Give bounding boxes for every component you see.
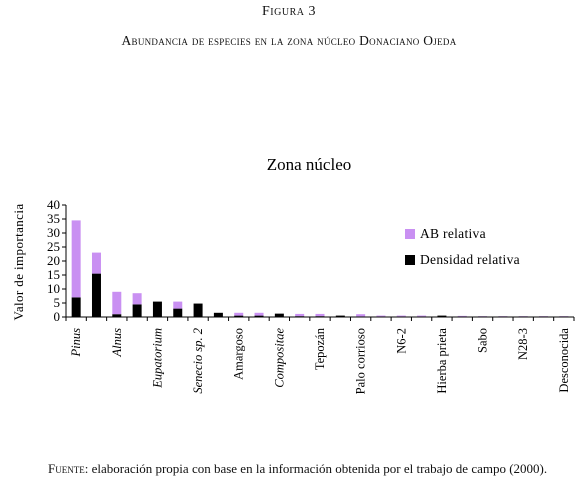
- x-tick-label: Tepozán: [313, 327, 327, 370]
- y-tick-label: 15: [47, 267, 60, 282]
- bar-ab-relativa: [71, 220, 81, 298]
- bar-densidad-relativa: [173, 308, 183, 317]
- bar-densidad-relativa: [437, 315, 447, 317]
- y-tick-label: 10: [47, 281, 60, 296]
- legend-swatch: [405, 255, 415, 265]
- bar-ab-relativa: [295, 313, 305, 317]
- bar-ab-relativa: [132, 293, 142, 305]
- x-tick-label: N28-3: [516, 328, 530, 360]
- bar-densidad-relativa: [71, 297, 81, 317]
- legend-swatch: [405, 229, 415, 239]
- bar-ab-relativa: [356, 314, 366, 317]
- bar-densidad-relativa: [91, 273, 101, 317]
- bar-ab-relativa: [457, 315, 467, 317]
- y-tick-label: 30: [47, 225, 60, 240]
- legend-label: AB relativa: [420, 226, 486, 241]
- bar-densidad-relativa: [112, 314, 122, 317]
- y-tick-label: 20: [47, 253, 60, 268]
- bar-ab-relativa: [254, 312, 264, 316]
- bar-ab-relativa: [234, 312, 244, 316]
- bar-densidad-relativa: [335, 315, 345, 317]
- x-tick-label: Eupatorium: [150, 328, 164, 389]
- x-tick-label: Desconocida: [557, 328, 571, 393]
- bar-densidad-relativa: [234, 315, 244, 317]
- bar-densidad-relativa: [132, 304, 142, 317]
- x-tick-label: Alnus: [110, 328, 124, 358]
- x-tick-label: Sabo: [476, 328, 490, 353]
- bar-ab-relativa: [396, 315, 406, 317]
- y-axis-label: Valor de importancia: [11, 203, 26, 320]
- x-tick-label: Palo corrioso: [354, 328, 368, 394]
- x-tick-label: Pinus: [69, 328, 83, 358]
- y-tick-label: 0: [54, 309, 61, 324]
- y-tick-label: 40: [47, 197, 60, 212]
- legend-label: Densidad relativa: [420, 252, 520, 267]
- y-tick-label: 25: [47, 239, 60, 254]
- y-tick-label: 5: [54, 295, 61, 310]
- x-tick-label: Compositae: [272, 328, 286, 388]
- x-tick-label: N6-2: [394, 328, 408, 354]
- source-lead: Fuente:: [48, 461, 89, 476]
- bar-densidad-relativa: [274, 313, 284, 317]
- source-text: elaboración propia con base en la inform…: [88, 461, 548, 476]
- bar-densidad-relativa: [193, 303, 203, 317]
- bar-densidad-relativa: [254, 315, 264, 317]
- bar-densidad-relativa: [152, 301, 162, 317]
- bar-ab-relativa: [417, 315, 427, 317]
- bar-ab-relativa: [91, 252, 101, 274]
- x-tick-label: Senecio sp. 2: [191, 328, 205, 394]
- x-tick-label: Amargoso: [232, 328, 246, 380]
- bar-ab-relativa: [376, 315, 386, 317]
- figure-label: Figura 3: [262, 4, 316, 19]
- chart-title: Zona núcleo: [267, 155, 352, 174]
- y-tick-label: 35: [47, 211, 60, 226]
- bar-ab-relativa: [112, 291, 122, 315]
- x-tick-label: Hierba prieta: [435, 328, 449, 394]
- bar-ab-relativa: [173, 301, 183, 309]
- bar-densidad-relativa: [213, 312, 223, 317]
- source-note: Fuente: elaboración propia con base en l…: [48, 460, 570, 477]
- chart: Zona núcleo Valor de importancia 0510152…: [11, 155, 575, 394]
- figure-title: Abundancia de especies en la zona núcleo…: [121, 33, 457, 48]
- bar-ab-relativa: [315, 313, 325, 317]
